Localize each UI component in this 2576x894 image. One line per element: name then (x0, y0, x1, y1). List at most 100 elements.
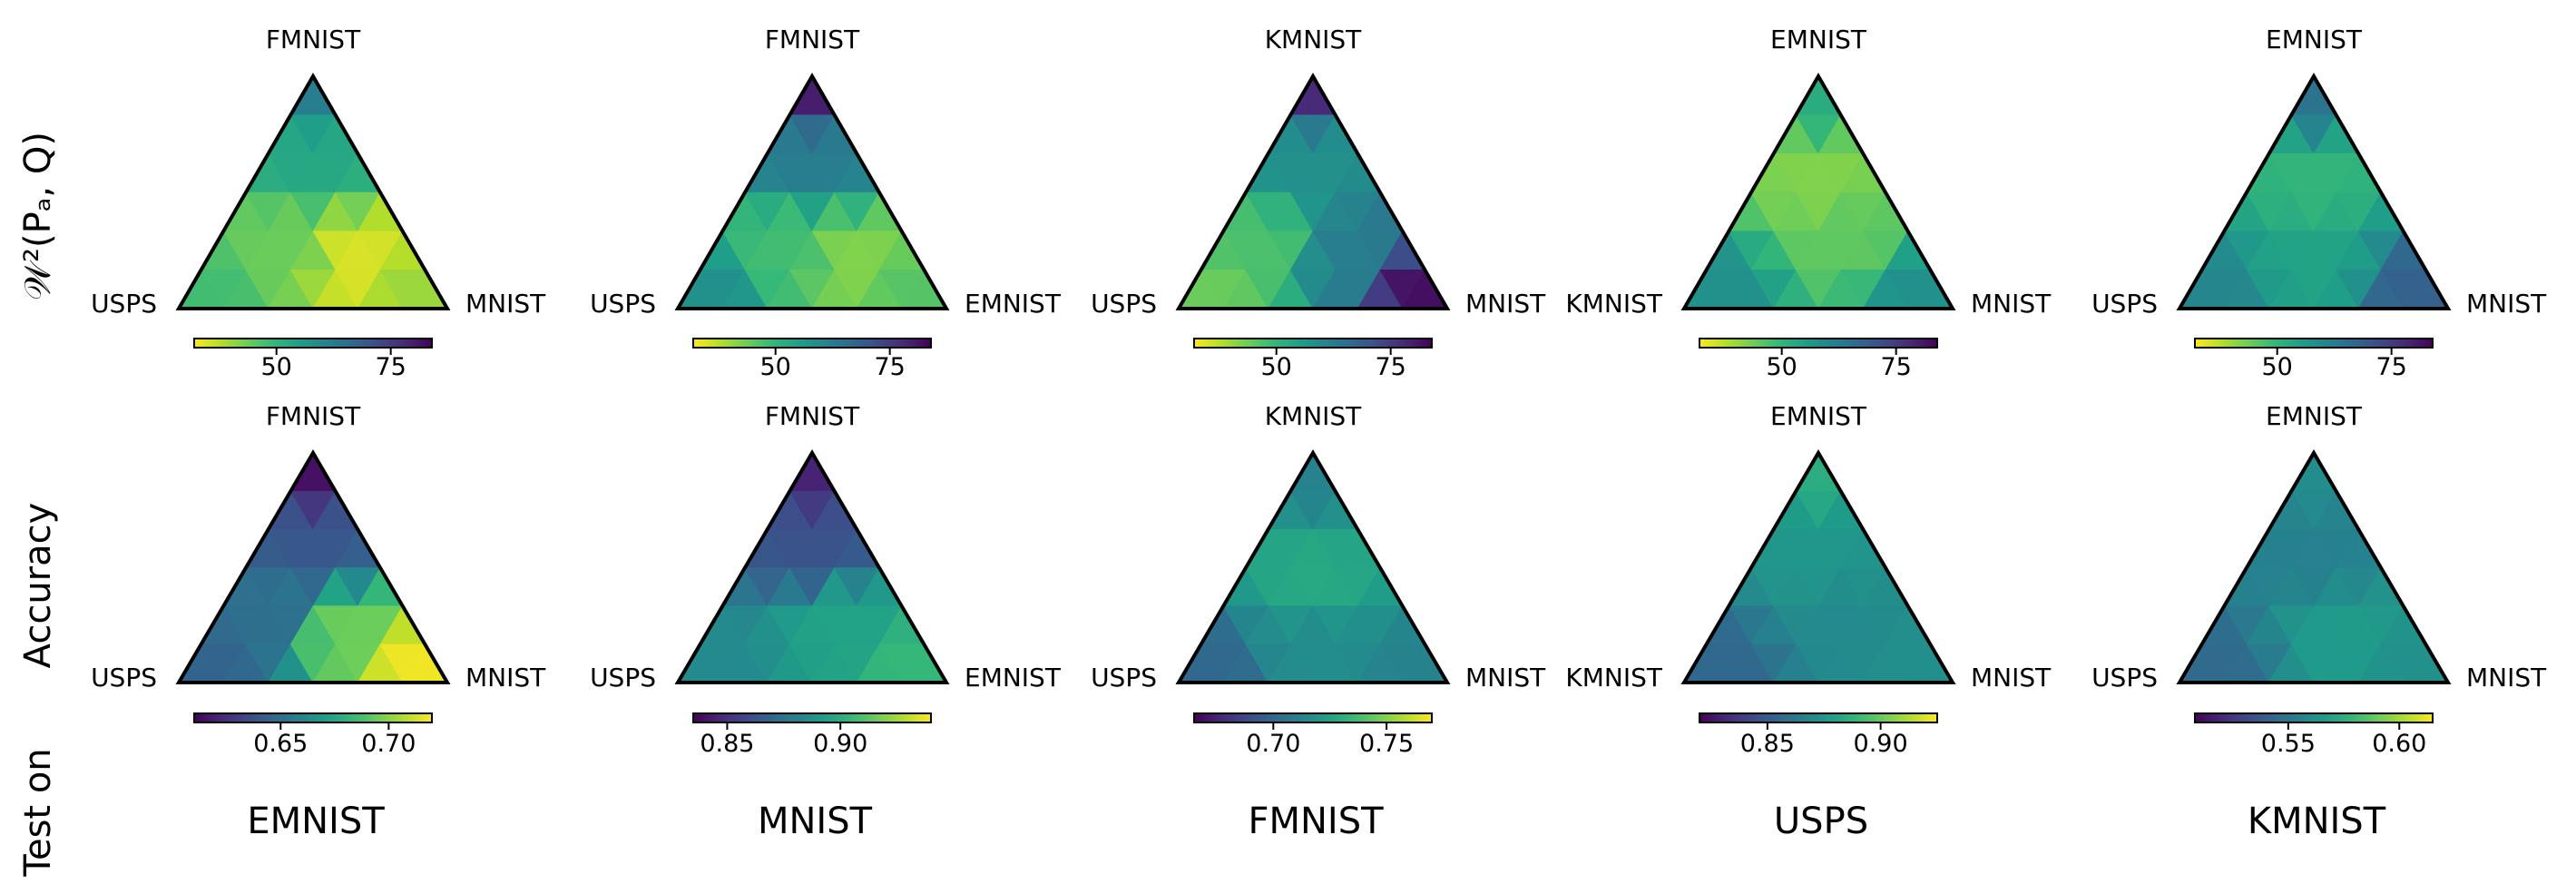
heatmap-cell (1289, 452, 1337, 492)
vertex-label-top: FMNIST (266, 25, 361, 54)
heatmap-cell (2290, 452, 2337, 492)
panel-distance-fmnist: KMNIST USPS MNIST 50 75 (1091, 25, 1546, 381)
vertex-label-left: KMNIST (1565, 663, 1662, 693)
vertex-label-top: FMNIST (266, 401, 361, 431)
panels: FMNIST USPS MNIST 50 75 FMNIST USPS EMNIST 50 75 K… (91, 25, 2547, 758)
colorbar-accuracy-kmnist: 0.55 0.60 (2194, 712, 2434, 758)
colorbar-bar (1699, 712, 1938, 723)
vertex-label-right: MNIST (1971, 289, 2052, 319)
vertex-label-left: USPS (2091, 663, 2158, 693)
colorbar-distance-mnist: 50 75 (692, 338, 932, 381)
triangle-outline (2176, 449, 2452, 684)
heatmap-cells-distance-mnist (677, 75, 947, 309)
test-dataset-labels: EMNIST MNIST FMNIST USPS KMNIST (247, 801, 2385, 842)
vertex-label-left: USPS (1091, 663, 1157, 693)
colorbar-tick-label: 0.90 (1854, 730, 1908, 758)
panel-accuracy-emnist: FMNIST USPS MNIST 0.65 0.70 (91, 401, 546, 758)
vertex-label-right: MNIST (2466, 663, 2547, 693)
test-dataset-label-emnist: EMNIST (247, 801, 385, 842)
colorbar-distance-fmnist: 50 75 (1193, 338, 1433, 381)
heatmap-cell (289, 452, 337, 492)
colorbar-tick-label: 0.55 (2261, 730, 2316, 758)
colorbar-tick-label: 0.85 (700, 730, 754, 758)
colorbar-bar (193, 338, 433, 349)
colorbar-distance-usps: 50 75 (1699, 338, 1938, 381)
vertex-label-left: USPS (590, 289, 656, 319)
vertex-label-left: USPS (91, 663, 157, 693)
triangle-outline (175, 449, 451, 684)
colorbar-bar (692, 712, 932, 723)
heatmap-cell (1795, 75, 1842, 115)
triangle-outline (175, 73, 451, 310)
test-dataset-label-fmnist: FMNIST (1248, 801, 1384, 842)
heatmap-cell (1289, 75, 1337, 115)
panel-accuracy-usps: EMNIST KMNIST MNIST 0.85 0.90 (1565, 401, 2052, 758)
vertex-label-right: MNIST (2466, 289, 2547, 319)
colorbar-bar (2194, 338, 2434, 349)
heatmap-cell (289, 75, 337, 115)
colorbar-tick-label: 75 (874, 353, 905, 381)
heatmap-cells-accuracy-emnist (178, 452, 448, 683)
row-label-bottom: Test on (17, 748, 59, 877)
heatmap-cells-distance-emnist (178, 75, 448, 309)
triangle-outline (2176, 73, 2452, 310)
test-dataset-label-usps: USPS (1774, 801, 1868, 842)
panel-distance-kmnist: EMNIST USPS MNIST 50 75 (2091, 25, 2547, 381)
heatmap-cells-accuracy-fmnist (1178, 452, 1448, 683)
colorbar-accuracy-fmnist: 0.70 0.75 (1193, 712, 1433, 758)
vertex-label-right: MNIST (1465, 663, 1546, 693)
heatmap-cells-accuracy-mnist (677, 452, 947, 683)
panel-distance-emnist: FMNIST USPS MNIST 50 75 (91, 25, 546, 381)
colorbar-bar (2194, 712, 2434, 723)
vertex-label-left: USPS (1091, 289, 1157, 319)
vertex-label-right: MNIST (465, 289, 546, 319)
vertex-label-top: KMNIST (1265, 401, 1362, 431)
vertex-label-top: FMNIST (765, 25, 860, 54)
colorbar-bar (1193, 338, 1433, 349)
colorbar-tick-label: 75 (2375, 353, 2406, 381)
colorbar-tick-label: 75 (375, 353, 406, 381)
row-label-middle: Accuracy (17, 503, 59, 669)
heatmap-cells-accuracy-usps (1683, 452, 1954, 683)
colorbar-bar (1699, 338, 1938, 349)
colorbar-tick-label: 0.60 (2372, 730, 2426, 758)
row-label-top: 𝒲²(Pₐ, Q) (17, 132, 59, 300)
test-dataset-label-kmnist: KMNIST (2248, 801, 2386, 842)
vertex-label-right: EMNIST (965, 289, 1062, 319)
colorbar-tick-label: 50 (760, 353, 791, 381)
triangle-outline (674, 449, 950, 684)
heatmap-cell (1795, 452, 1842, 492)
colorbar-distance-kmnist: 50 75 (2194, 338, 2434, 381)
colorbar-distance-emnist: 50 75 (193, 338, 433, 381)
heatmap-cell (2290, 75, 2337, 115)
colorbar-bar (692, 338, 932, 349)
vertex-label-top: EMNIST (1770, 401, 1867, 431)
heatmap-cells-accuracy-kmnist (2179, 452, 2449, 683)
heatmap-cell (788, 75, 836, 115)
heatmap-cells-distance-kmnist (2179, 75, 2449, 309)
vertex-label-top: EMNIST (2266, 25, 2363, 54)
triangle-outline (1175, 449, 1451, 684)
triangle-outline (674, 73, 950, 310)
vertex-label-right: MNIST (1465, 289, 1546, 319)
colorbar-accuracy-mnist: 0.85 0.90 (692, 712, 932, 758)
colorbar-bar (193, 712, 433, 723)
colorbar-tick-label: 75 (1880, 353, 1911, 381)
colorbar-tick-label: 50 (1261, 353, 1292, 381)
colorbar-tick-label: 75 (1375, 353, 1406, 381)
vertex-label-right: EMNIST (965, 663, 1062, 693)
vertex-label-top: EMNIST (1770, 25, 1867, 54)
colorbar-tick-label: 0.70 (1246, 730, 1300, 758)
heatmap-cell (788, 452, 836, 492)
colorbar-tick-label: 0.65 (253, 730, 308, 758)
colorbar-tick-label: 0.75 (1359, 730, 1414, 758)
vertex-label-top: EMNIST (2266, 401, 2363, 431)
test-dataset-label-mnist: MNIST (758, 801, 873, 842)
heatmap-cells-distance-fmnist (1178, 75, 1448, 309)
heatmap-cells-distance-usps (1683, 75, 1954, 309)
colorbar-tick-label: 0.70 (361, 730, 416, 758)
vertex-label-left: KMNIST (1565, 289, 1662, 319)
vertex-label-right: MNIST (1971, 663, 2052, 693)
panel-accuracy-kmnist: EMNIST USPS MNIST 0.55 0.60 (2091, 401, 2547, 758)
